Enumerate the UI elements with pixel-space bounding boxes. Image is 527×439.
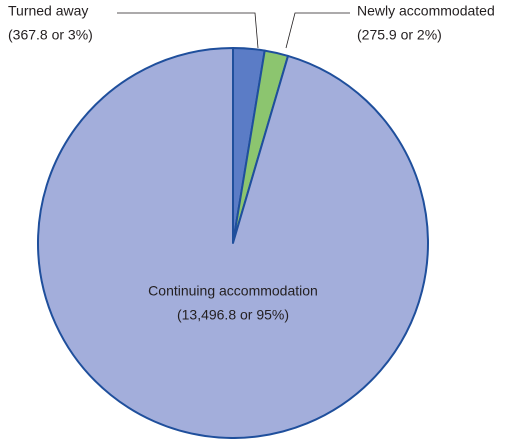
value-label: (13,496.8 or 95%): [177, 307, 289, 323]
value-label: (367.8 or 3%): [8, 27, 93, 43]
category-label: Continuing accommodation: [148, 283, 318, 299]
value-label: (275.9 or 2%): [357, 27, 442, 43]
pie-slice: [37, 47, 429, 439]
category-label: Turned away: [8, 3, 88, 19]
pie: [37, 47, 429, 439]
labels: Turned away (367.8 or 3%) Newly accommodat…: [8, 3, 495, 323]
leader-line: [117, 12, 259, 49]
leader-line: [285, 12, 350, 49]
category-label: Newly accommodated: [357, 3, 495, 19]
